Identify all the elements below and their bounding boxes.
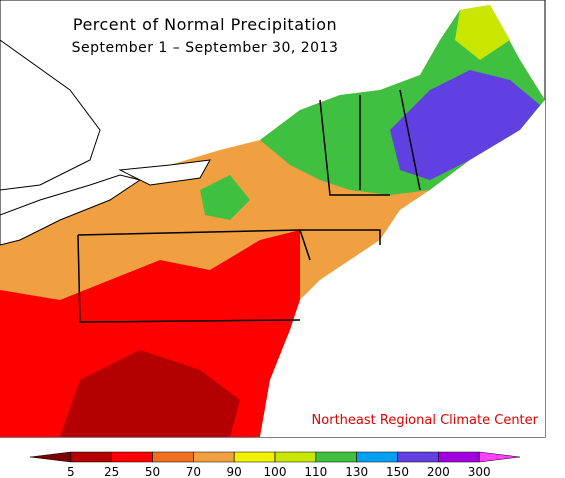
- colorbar-tick-label: 100: [264, 465, 287, 478]
- wet-patch: [200, 175, 250, 220]
- colorbar-high-end: [478, 451, 521, 463]
- colorbar-tick-label: 5: [67, 465, 75, 478]
- credit: Northeast Regional Climate Center: [312, 413, 539, 428]
- subtitle: September 1 – September 30, 2013: [72, 40, 339, 56]
- colorbar-segment: [233, 451, 276, 463]
- colorbar-tick-label: 70: [186, 465, 201, 478]
- colorbar-segment: [356, 451, 398, 463]
- colorbar-segment: [315, 451, 357, 463]
- state-borders: [77, 89, 421, 323]
- very-dry-area: [60, 350, 240, 437]
- colorbar-tick-label: 25: [104, 465, 119, 478]
- colorbar-tick-label: 50: [145, 465, 160, 478]
- colorbar-tick-label: 130: [345, 465, 368, 478]
- colorbar-segment: [274, 451, 317, 463]
- colorbar-segment: [397, 451, 439, 463]
- colorbar-segment: [70, 451, 112, 463]
- colorbar-segment: [152, 451, 194, 463]
- colorbar-segment: [111, 451, 153, 463]
- colorbar-tick-label: 90: [227, 465, 242, 478]
- colorbar-segment: [438, 451, 480, 463]
- title: Percent of Normal Precipitation: [73, 15, 337, 34]
- lake-ontario: [118, 159, 211, 186]
- very-wet-area: [390, 70, 540, 180]
- normal-area: [455, 5, 510, 60]
- canada-blank: [0, 39, 101, 191]
- colorbar-tick-label: 300: [468, 465, 491, 478]
- colorbar-tick-label: 150: [386, 465, 409, 478]
- dry-area: [0, 230, 300, 437]
- colorbar-tick-label: 200: [427, 465, 450, 478]
- lake-erie: [0, 174, 142, 246]
- ocean: [260, 100, 545, 437]
- colorbar: 5 25 50 70 90 100 110 130 150 200 300: [29, 451, 521, 478]
- colorbar-low-end: [29, 451, 72, 463]
- colorbar-tick-label: 110: [304, 465, 327, 478]
- map: [0, 0, 546, 438]
- colorbar-segment: [193, 451, 235, 463]
